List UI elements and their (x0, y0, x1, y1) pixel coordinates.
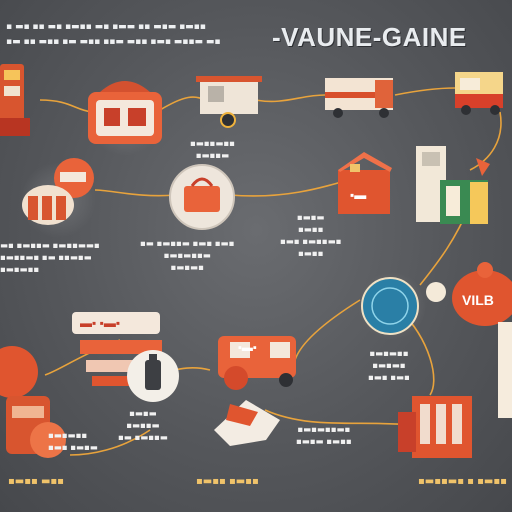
label-center-top: ▪▬▪▪▬▪▪ ▪▬▪▪▬ (190, 139, 235, 161)
storage-shelf-icon (0, 64, 30, 136)
worker-robot-icon (20, 158, 96, 238)
package-box-icon (338, 152, 392, 214)
connector-5 (469, 111, 502, 171)
service-robot-icon (0, 346, 66, 458)
label-left-low: ▪▬▪▬▪▪ ▪▬▪ ▪▬▪▬ (48, 431, 98, 453)
header-line-2: ▪▬ ▪▪ ▬▪▪ ▪▬ ▬▪▪ ▪▪▬ ▬▪▪ ▪▬▪ ▬▪▪▬ ▬▪ (6, 37, 221, 47)
connector-7 (94, 189, 176, 197)
connector-14 (69, 429, 151, 456)
connector-1 (39, 99, 93, 113)
vilb-badge-text: VILB (462, 292, 494, 308)
factory-crate-icon (87, 80, 163, 156)
connector-9 (294, 299, 361, 361)
van-text: ▪▬▪ (238, 342, 257, 354)
footer-center: ▪▬▪▪ ▪▬▪▪ (196, 476, 259, 487)
delivery-truck-icon (455, 72, 503, 115)
header-caption: ▪︎ ▬▪ ▪▪ ▬▪ ▪▬▪▪ ▬▪ ▪▬▬ ▪▪ ▬▪▬ ▪▬▪▪ ▪▬ ▪… (6, 20, 220, 50)
label-center-mid: ▪▬ ▪▬▪▪▬ ▪▬▪ ▪▬▪ ▪▬▪▬▪▪▬ ▪▬▪▬▪ (140, 239, 235, 273)
delivery-van-icon (218, 336, 296, 390)
vilb-badge (452, 262, 512, 326)
label-right-low: ▪▬▪▬▪▪ ▪▬▪▬▪ ▪▬▪ ▪▬▪ (368, 349, 410, 383)
warehouse-icon (416, 146, 490, 224)
label-center-low: ▪▬▪▬ ▪▬▪▪▬ ▪▬ ▪▬▪▪▬ (118, 409, 168, 443)
label-right-mid: ▪▬▪▬ ▪▬▪▪ ▪▬▪ ▪▬▪▪▬▪ ▪▬▪▪ (280, 213, 342, 259)
signboard-text: ▬▪ ▪▬▪ (80, 316, 121, 330)
globe-icon (358, 272, 446, 340)
connector-4 (394, 87, 456, 96)
footer-left: ▪▬▪▪ ▬▪▪ (8, 476, 64, 487)
header-line-1: ▪︎ ▬▪ ▪▪ ▬▪ ▪▬▪▪ ▬▪ ▪▬▬ ▪▪ ▬▪▬ ▪▬▪▪ (6, 22, 206, 32)
footer-right: ▪▬▪▪▬▪ ▪ ▪▬▪▪ (418, 476, 507, 487)
label-mid-bottom: ▪▬▪▬▪▪▬▪ ▪▬▪▬ ▪▬▪▪ (296, 425, 352, 447)
connector-2 (159, 96, 206, 111)
shopping-bag-icon (169, 164, 235, 230)
label-left-mid: ▬▪ ▪▬▪▪▬ ▪▬▪▪▬▬▪ ▪▬▪▪▬▪ ▪▬ ▪▪▬▪▬ ▪▬▪▬▪▪ (0, 241, 100, 275)
signboard-icon (72, 312, 162, 386)
box-text: ▪▬ (350, 188, 367, 202)
connector-3 (254, 94, 326, 103)
distribution-house-icon (214, 400, 280, 446)
connector-13 (264, 409, 411, 426)
mobile-device-icon (498, 322, 512, 418)
cart-icon (196, 76, 262, 128)
retail-buildings-icon (398, 396, 472, 458)
truck-icon (325, 78, 393, 118)
diagram-title: -VAUNE-GAINE (272, 22, 467, 52)
bottle-badge-icon (127, 350, 179, 402)
